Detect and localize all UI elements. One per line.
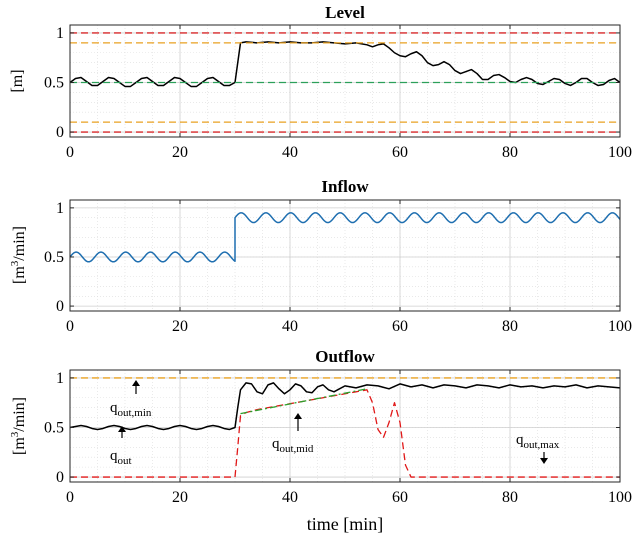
level-panel: Level 0 20 40 60 80 100 0 0.5 1 [m]: [9, 3, 632, 161]
inflow-ytick-label: 1: [56, 200, 64, 217]
level-xtick-label: 0: [66, 144, 74, 161]
level-ytick-label: 0: [56, 124, 64, 141]
level-ylabel: [m]: [9, 69, 26, 92]
outflow-xtick-label: 20: [172, 489, 188, 506]
inflow-xtick-label: 100: [608, 318, 632, 335]
inflow-xtick-label: 20: [172, 318, 188, 335]
svg-text:qout: qout: [110, 448, 132, 467]
annotation-qout: qout: [110, 426, 132, 467]
outflow-xtick-label: 100: [608, 489, 632, 506]
outflow-ticks: 0 20 40 60 80 100 0 0.5 1: [44, 370, 632, 506]
inflow-title: Inflow: [321, 177, 369, 196]
outflow-panel: Outflow 0 20 40 60 80 100 0 0.5 1 [m3/min] time …: [9, 347, 632, 534]
annotation-qout-mid: qout,mid: [272, 413, 314, 455]
outflow-series: [69, 377, 621, 478]
inflow-xtick-label: 40: [282, 318, 298, 335]
inflow-ytick-label: 0.5: [44, 249, 64, 266]
level-axes-box: [69, 24, 621, 138]
annotation-qout-min: qout,min: [110, 380, 152, 419]
level-xtick-label: 80: [502, 144, 518, 161]
level-xtick-label: 40: [282, 144, 298, 161]
level-ticks: 0 20 40 60 80 100 0 0.5 1: [44, 25, 632, 161]
annotation-qout-base: q: [110, 448, 118, 464]
svg-text:qout,mid: qout,mid: [272, 436, 314, 455]
level-ytick-label: 0.5: [44, 74, 64, 91]
inflow-ytick-label: 0: [56, 298, 64, 315]
annotation-qout-sub: out: [118, 455, 132, 467]
inflow-series: [69, 212, 621, 263]
outflow-series-0: [69, 382, 621, 431]
level-ytick-label: 1: [56, 25, 64, 42]
outflow-xtick-label: 80: [502, 489, 518, 506]
svg-text:qout,max: qout,max: [516, 432, 560, 451]
outflow-ytick-label: 0.5: [44, 419, 64, 436]
outflow-xlabel: time [min]: [307, 514, 383, 534]
arrowhead-qout: [118, 426, 126, 432]
annotation-qout-max: qout,max: [516, 432, 560, 464]
annotation-qout-max-sub: out,max: [524, 439, 560, 451]
inflow-axes-box: [69, 199, 621, 312]
annotation-qout-min-base: q: [110, 400, 118, 416]
annotation-qout-mid-base: q: [272, 436, 280, 452]
inflow-panel: Inflow 0 20 40 60 80 100 0 0.5 1 [m3/min]: [9, 177, 632, 335]
level-xtick-label: 60: [392, 144, 408, 161]
svg-text:qout,min: qout,min: [110, 400, 152, 419]
level-xtick-label: 100: [608, 144, 632, 161]
outflow-xtick-label: 40: [282, 489, 298, 506]
outflow-ylabel: [m3/min]: [9, 397, 28, 455]
inflow-ylabel: [m3/min]: [9, 226, 28, 284]
arrowhead-qout-max: [540, 458, 548, 464]
inflow-xtick-label: 0: [66, 318, 74, 335]
level-title: Level: [325, 3, 365, 22]
outflow-title: Outflow: [315, 347, 375, 366]
annotation-qout-max-base: q: [516, 432, 524, 448]
outflow-xtick-label: 0: [66, 489, 74, 506]
outflow-xtick-label: 60: [392, 489, 408, 506]
outflow-ytick-label: 0: [56, 469, 64, 486]
level-series: [69, 32, 621, 133]
inflow-series-0: [69, 212, 621, 263]
level-xtick-label: 20: [172, 144, 188, 161]
outflow-ytick-label: 1: [56, 370, 64, 387]
inflow-xtick-label: 80: [502, 318, 518, 335]
inflow-ticks: 0 20 40 60 80 100 0 0.5 1: [44, 200, 632, 335]
annotation-qout-mid-sub: out,mid: [280, 443, 314, 455]
outflow-series-3: [240, 388, 368, 415]
outflow-axes-box: [69, 369, 621, 483]
arrowhead-qout-mid: [294, 413, 302, 419]
level-series-0: [69, 41, 621, 88]
arrowhead-qout-min: [132, 380, 140, 386]
inflow-xtick-label: 60: [392, 318, 408, 335]
annotation-qout-min-sub: out,min: [118, 407, 152, 419]
